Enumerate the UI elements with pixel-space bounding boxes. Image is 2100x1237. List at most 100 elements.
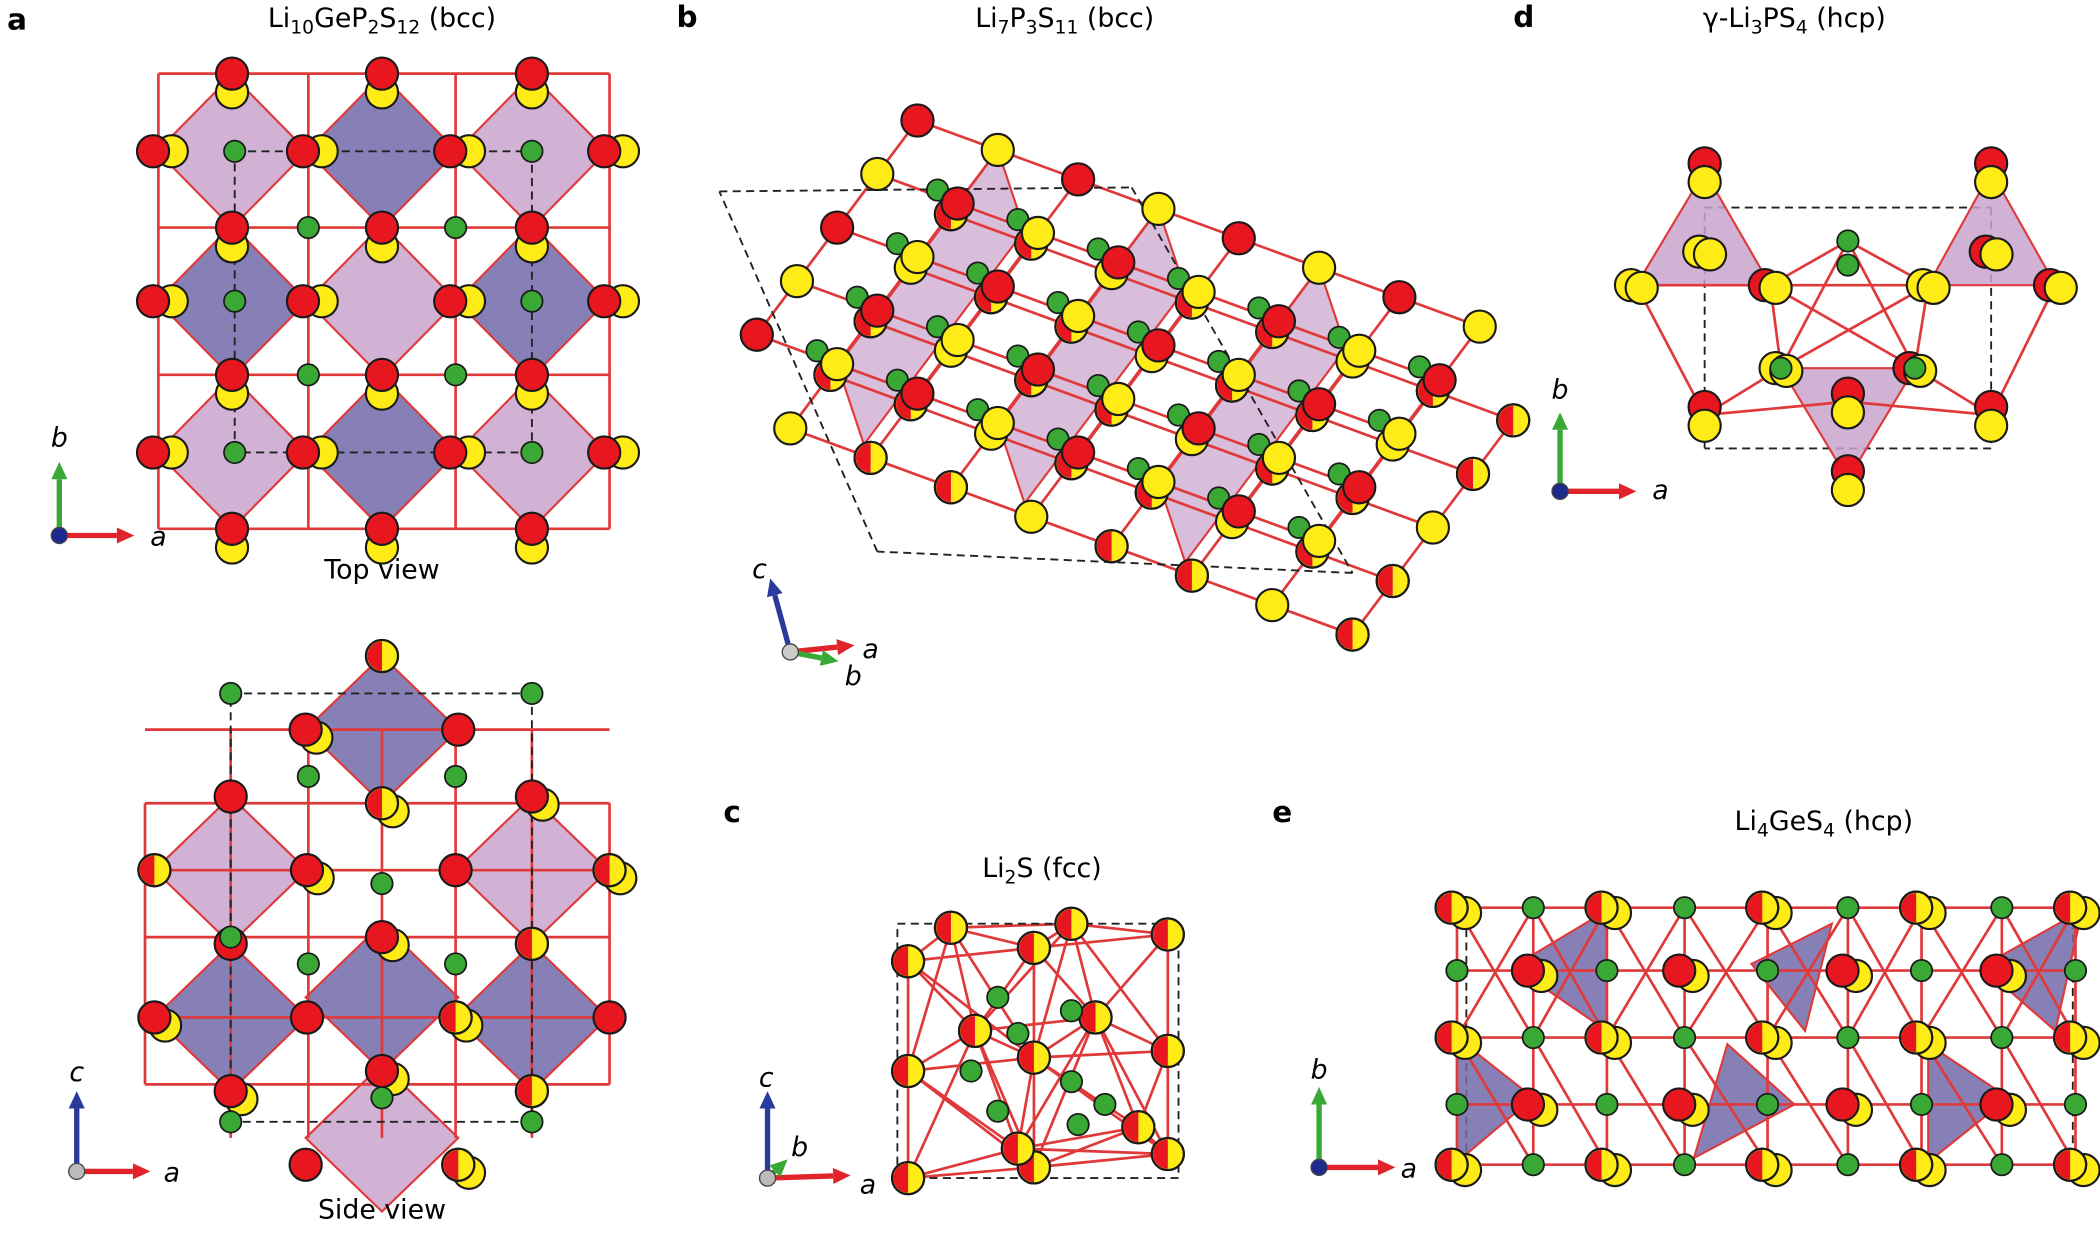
bond [1846, 1036, 1923, 1166]
atom [1016, 1040, 1052, 1075]
subscript: 10 [290, 17, 314, 38]
axis-label: a [164, 1158, 180, 1189]
atom [214, 210, 250, 245]
panel-title: Li10GeP2S12 (bcc) [268, 3, 496, 39]
arrow-head [116, 527, 135, 544]
atom [1059, 1070, 1084, 1094]
axis-label: a [862, 634, 878, 665]
atom [980, 132, 1015, 168]
atom [1141, 328, 1176, 363]
atom [214, 511, 250, 546]
atom [514, 1073, 550, 1109]
atom [1496, 403, 1531, 438]
atom [1830, 472, 1866, 508]
atom [986, 985, 1010, 1009]
arrow-head [759, 1091, 776, 1109]
title-text: PS [1763, 3, 1796, 34]
bond [1033, 1125, 1139, 1169]
atom [1909, 959, 1934, 983]
atom [1899, 890, 1934, 925]
bond [1032, 1016, 1097, 1168]
atom [1121, 1110, 1156, 1145]
cell-edge [719, 186, 1132, 193]
bond [906, 1030, 977, 1179]
atom [940, 322, 975, 358]
atom [1261, 304, 1297, 339]
bond [1094, 1016, 1169, 1155]
axis-label: b [845, 661, 862, 692]
axis-origin [68, 1162, 86, 1181]
atom [1150, 1033, 1185, 1069]
atom [1006, 1021, 1030, 1046]
atom [514, 357, 550, 392]
atom [1221, 221, 1256, 256]
subscript: 3 [1026, 17, 1038, 38]
atom [1521, 896, 1545, 920]
atom [1979, 953, 2014, 988]
atom [1221, 494, 1256, 529]
atom [1979, 1087, 2014, 1122]
atom [520, 289, 544, 313]
bond [1989, 284, 2057, 416]
atom [1916, 270, 1951, 305]
bond [1605, 906, 1686, 1039]
atom [592, 853, 627, 888]
arrow-head [832, 1167, 851, 1185]
arrow-head [68, 1091, 85, 1109]
atom [364, 56, 400, 91]
bond [906, 927, 953, 1072]
atom [1060, 298, 1096, 334]
bond [1635, 284, 1706, 416]
atom [219, 681, 243, 706]
axis-origin [758, 1169, 777, 1187]
subscript: 4 [1796, 17, 1808, 38]
atom [1066, 1112, 1090, 1137]
atom [1014, 499, 1049, 534]
atom [296, 216, 320, 240]
atom [1836, 1025, 1860, 1050]
atom [514, 56, 550, 91]
atom [213, 1073, 248, 1109]
bond [907, 1147, 1019, 1180]
view-caption: Top view [323, 554, 439, 585]
bond [1094, 933, 1169, 1019]
atom [853, 440, 888, 475]
axis-label: c [759, 1063, 774, 1094]
axis-origin [50, 526, 69, 545]
atom [1830, 395, 1866, 430]
bond [1532, 1036, 1609, 1166]
atom [1662, 953, 1697, 988]
panel-title: Li2S (fcc) [982, 853, 1102, 889]
title-text: (hcp) [1835, 806, 1913, 837]
atom [1150, 917, 1185, 952]
atom [1595, 959, 1619, 983]
subscript: 12 [396, 17, 420, 38]
arrow-head [767, 578, 783, 598]
axis-label: b [51, 423, 68, 454]
axis-label: c [69, 1057, 84, 1088]
atom [288, 712, 323, 747]
atom [1434, 1020, 1469, 1055]
atom [1769, 356, 1793, 380]
atom [520, 440, 544, 465]
atom [1093, 1092, 1117, 1117]
atom [1758, 270, 1793, 305]
axis-label: a [1401, 1154, 1417, 1185]
axis-label: b [791, 1132, 808, 1163]
atom [739, 317, 774, 352]
atom [520, 1110, 544, 1134]
atom [214, 357, 250, 392]
atom [444, 216, 468, 240]
bond [1016, 1016, 1097, 1150]
polyhedron [1749, 921, 1834, 1034]
bond [1769, 283, 1916, 370]
bond [1920, 906, 2003, 1039]
atom [980, 405, 1015, 441]
atom [1141, 191, 1176, 226]
atom [860, 293, 895, 328]
atom [1624, 270, 1659, 305]
atom [1255, 587, 1290, 623]
arrow-head [819, 650, 839, 666]
axis-label: b [1552, 374, 1569, 405]
